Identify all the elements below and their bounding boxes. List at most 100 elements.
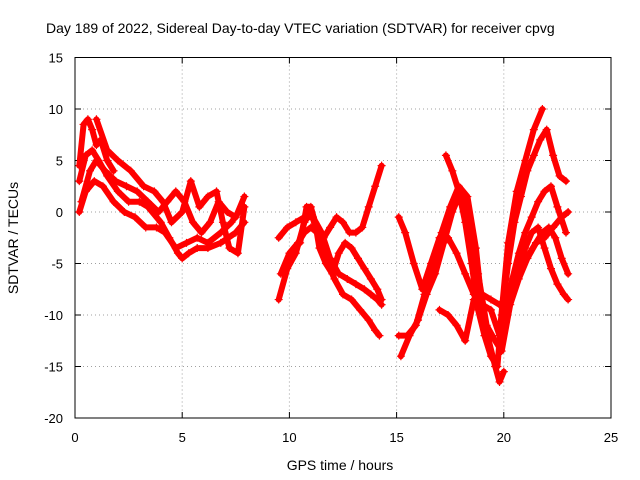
data-point [291, 218, 300, 227]
data-point [326, 254, 335, 263]
data-point [564, 208, 573, 216]
data-point [486, 305, 495, 314]
data-point [405, 331, 414, 340]
data-point [360, 285, 369, 294]
data-point [394, 331, 403, 340]
data-point [377, 295, 386, 304]
data-point [549, 151, 558, 160]
data-point [394, 213, 403, 222]
data-point [444, 311, 453, 319]
data-point [111, 177, 120, 186]
data-point [88, 125, 97, 134]
data-point [364, 316, 373, 325]
series-arc-13 [441, 125, 570, 371]
y-tick-label: 10 [49, 102, 63, 117]
data-point [326, 223, 335, 232]
data-point [435, 305, 444, 314]
data-point [83, 115, 92, 124]
data-point [478, 290, 487, 299]
data-point [469, 295, 478, 304]
data-point [564, 295, 573, 304]
data-point [409, 259, 418, 268]
data-point [218, 218, 227, 227]
data-point [521, 156, 530, 165]
y-tick-label: 15 [49, 51, 63, 66]
data-point [431, 269, 440, 278]
data-point [139, 182, 148, 191]
data-point [334, 249, 343, 258]
data-point [79, 120, 88, 129]
data-point [321, 259, 330, 268]
data-point [90, 177, 99, 186]
data-point [92, 141, 101, 150]
data-point [109, 197, 118, 206]
data-point [178, 254, 187, 263]
data-point [193, 233, 202, 242]
data-point [274, 295, 283, 304]
series-arc-5 [92, 115, 249, 258]
data-point [343, 274, 352, 283]
data-point [536, 135, 545, 144]
data-point [135, 197, 144, 206]
data-point [564, 269, 573, 278]
data-point [195, 202, 204, 211]
data-point [401, 228, 410, 237]
data-point [527, 228, 536, 237]
data-point [525, 249, 534, 258]
data-point [212, 187, 221, 196]
data-point [120, 208, 129, 216]
data-point [276, 269, 285, 278]
data-point [534, 197, 543, 206]
data-point [486, 295, 495, 304]
data-point [493, 362, 502, 371]
data-point [467, 259, 476, 268]
data-point [231, 213, 240, 222]
data-point [347, 295, 356, 304]
data-point [319, 233, 328, 242]
series-arc-9 [296, 202, 386, 304]
data-point [330, 274, 339, 283]
x-tick-label: 20 [497, 430, 511, 445]
data-point [311, 218, 320, 227]
data-point [240, 192, 249, 201]
data-point [171, 244, 180, 253]
data-point [103, 156, 112, 165]
y-tick-label: -10 [44, 308, 63, 323]
data-point [113, 187, 122, 196]
data-point [538, 228, 547, 237]
data-point [559, 290, 568, 299]
data-point [339, 218, 347, 227]
data-point [171, 187, 180, 196]
x-tick-label: 5 [179, 430, 186, 445]
data-point [186, 177, 195, 186]
data-point [152, 223, 161, 232]
data-point [328, 269, 337, 278]
data-point [377, 161, 386, 170]
data-point [203, 192, 212, 201]
data-point [439, 238, 448, 247]
data-point [173, 249, 182, 258]
data-point [161, 228, 170, 237]
data-point [534, 223, 543, 232]
data-point [131, 213, 140, 222]
data-point [561, 177, 570, 186]
data-point [452, 249, 461, 258]
data-point [75, 177, 84, 186]
data-point [347, 244, 356, 253]
data-point [454, 187, 463, 196]
data-point [360, 264, 369, 273]
data-point [356, 305, 365, 314]
data-point [296, 238, 305, 247]
data-point [373, 285, 382, 294]
data-point [354, 254, 363, 263]
data-point [283, 223, 292, 232]
data-point [358, 223, 367, 232]
x-tick-label: 10 [282, 430, 296, 445]
data-point [81, 151, 90, 160]
data-point [233, 249, 242, 258]
data-point [167, 218, 176, 227]
y-tick-label: -15 [44, 360, 63, 375]
series [75, 105, 573, 386]
data-point [448, 208, 457, 216]
